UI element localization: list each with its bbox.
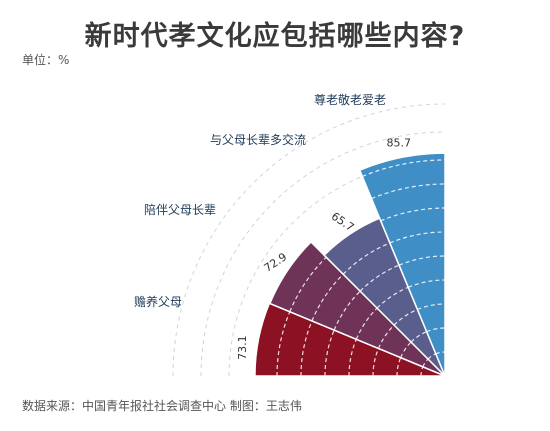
ring-4	[435, 351, 446, 355]
ring-3	[359, 264, 400, 292]
ring-1	[396, 357, 402, 377]
ring-4	[371, 183, 446, 200]
ring-4	[408, 279, 446, 288]
ring-2	[377, 324, 395, 349]
ring-2	[355, 307, 378, 340]
ring-3	[410, 331, 427, 343]
ring-4	[389, 231, 446, 244]
category-label-1: 赡养父母	[134, 294, 182, 309]
value-label-3: 65.7	[329, 210, 357, 234]
sector-rings	[276, 159, 446, 377]
source-note: 数据来源：中国青年报社社会调查中心 制图：王志伟	[22, 399, 302, 413]
value-label-1: 73.1	[236, 335, 249, 360]
ring-4	[362, 159, 446, 177]
ring-4	[426, 327, 446, 333]
category-label-2: 陪伴父母长辈	[144, 202, 216, 217]
ring-1	[420, 366, 424, 377]
chart-title: 新时代孝文化应包括哪些内容?	[84, 21, 466, 52]
ring-4	[417, 303, 446, 311]
ring-4	[398, 255, 446, 266]
category-label-3: 与父母长辈多交流	[210, 132, 306, 147]
ring-1	[300, 320, 313, 377]
ring-3	[376, 286, 409, 309]
unit-label: 单位：%	[22, 53, 70, 67]
value-label-4: 85.7	[387, 137, 412, 150]
ring-3	[427, 353, 437, 360]
sector-2	[268, 240, 446, 377]
ring-1	[324, 329, 335, 377]
ring-2	[422, 358, 429, 368]
ring-3	[393, 308, 418, 326]
ring-2	[311, 273, 344, 322]
category-label-4: 尊老敬老爱老	[314, 92, 386, 107]
ring-3	[342, 242, 391, 275]
value-label-2: 72.9	[262, 250, 290, 274]
ring-2	[333, 290, 361, 331]
ring-1	[348, 339, 357, 377]
ring-1	[372, 348, 380, 377]
ring-2	[400, 341, 412, 358]
